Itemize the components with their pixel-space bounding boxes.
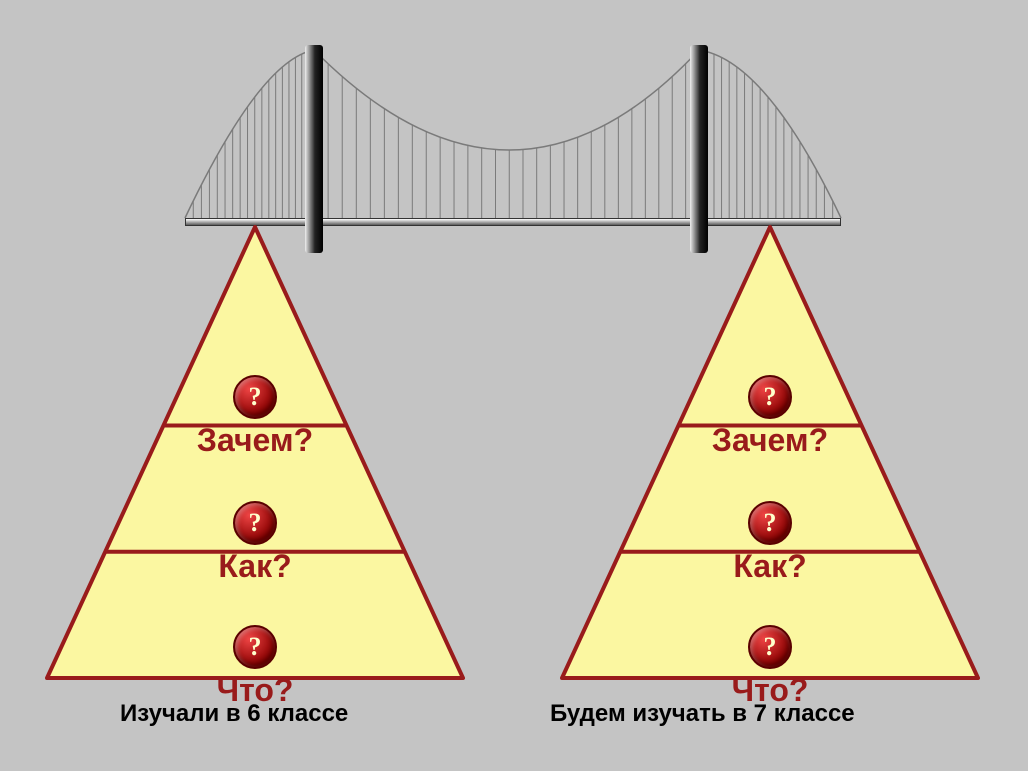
bridge-pylon-left [305,45,323,253]
pyramid-right-badge-1: ? [748,375,792,419]
bridge-pylon-right [690,45,708,253]
question-mark-icon: ? [249,508,262,538]
pyramid-left: ? Зачем? ? Как? ? Что? [45,225,465,680]
pyramid-right-label-2: Как? [733,548,806,585]
question-mark-icon: ? [764,508,777,538]
pyramid-left-badge-3: ? [233,625,277,669]
caption-left: Изучали в 6 классе [120,700,348,728]
pyramid-right-badge-2: ? [748,501,792,545]
question-mark-icon: ? [249,632,262,662]
pyramid-left-badge-2: ? [233,501,277,545]
pyramid-right: ? Зачем? ? Как? ? Что? [560,225,980,680]
pyramid-left-badge-1: ? [233,375,277,419]
stage: { "canvas":{"w":1028,"h":771,"bg":"#c4c4… [0,0,1028,771]
question-mark-icon: ? [764,382,777,412]
pyramid-left-label-2: Как? [218,548,291,585]
caption-right: Будем изучать в 7 классе [550,700,855,728]
pyramid-left-label-1: Зачем? [197,422,313,459]
question-mark-icon: ? [249,382,262,412]
pyramid-right-label-1: Зачем? [712,422,828,459]
question-mark-icon: ? [764,632,777,662]
pyramid-right-badge-3: ? [748,625,792,669]
